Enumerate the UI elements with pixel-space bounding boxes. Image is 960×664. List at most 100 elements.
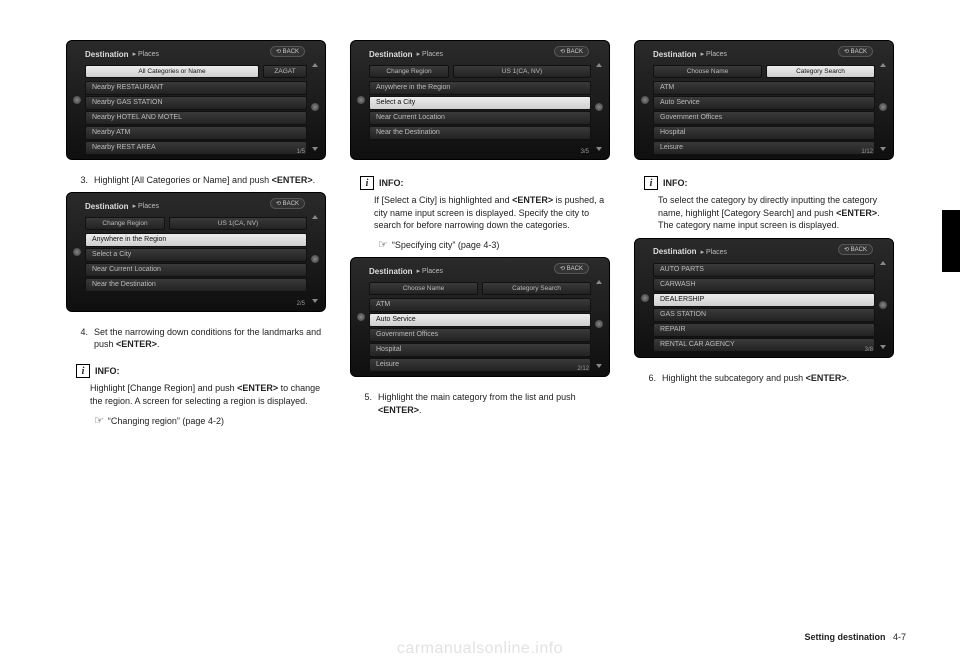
back-button: ⟲ BACK xyxy=(270,46,305,57)
text: . xyxy=(313,175,316,185)
nav-pill: Choose Name xyxy=(653,65,762,78)
nav-list: ATM Auto Service Government Offices Hosp… xyxy=(653,81,875,155)
key-label: <ENTER> xyxy=(806,373,847,383)
nav-subtitle: ▸ Places xyxy=(701,50,727,58)
nav-subtitle: ▸ Places xyxy=(701,248,727,256)
nav-pill: ZAGAT xyxy=(263,65,307,78)
step-number: 5. xyxy=(360,391,372,415)
list-item: Government Offices xyxy=(653,111,875,125)
page-footer: Setting destination 4-7 xyxy=(804,632,906,642)
watermark: carmanualsonline.info xyxy=(397,640,563,658)
nav-title: Destination xyxy=(85,202,129,211)
nav-list: ATM Auto Service Government Offices Hosp… xyxy=(369,298,591,372)
key-label: <ENTER> xyxy=(836,208,877,218)
xref: ☞ “Specifying city” (page 4-3) xyxy=(378,240,610,252)
pager-label: 3/8 xyxy=(865,347,873,353)
list-item: Nearby GAS STATION xyxy=(85,96,307,110)
pager-label: 2/5 xyxy=(297,301,305,307)
info-icon: i xyxy=(360,176,374,190)
list-item: Auto Service xyxy=(653,96,875,110)
back-button: ⟲ BACK xyxy=(838,244,873,255)
list-item: Leisure xyxy=(653,141,875,155)
column-1: Destination ▸ Places ⟲ BACK All Categori… xyxy=(66,40,326,433)
key-label: <ENTER> xyxy=(272,175,313,185)
step-4: 4. Set the narrowing down conditions for… xyxy=(76,326,326,350)
back-button: ⟲ BACK xyxy=(270,198,305,209)
text: If [Select a City] is highlighted and xyxy=(374,195,512,205)
knob-left-icon xyxy=(73,96,81,104)
list-item: Hospital xyxy=(653,126,875,140)
list-item: Auto Service xyxy=(369,313,591,327)
xref-text: “Specifying city” (page 4-3) xyxy=(392,240,500,252)
scroll-knob-icon xyxy=(595,63,603,151)
knob-left-icon xyxy=(73,248,81,256)
pager-label: 3/5 xyxy=(581,149,589,155)
nav-pill: Category Search xyxy=(482,282,591,295)
list-item: Nearby HOTEL AND MOTEL xyxy=(85,111,307,125)
text: Highlight [All Categories or Name] and p… xyxy=(94,175,272,185)
scroll-knob-icon xyxy=(311,215,319,303)
nav-subtitle: ▸ Places xyxy=(133,50,159,58)
scroll-knob-icon xyxy=(879,63,887,151)
nav-screenshot-c: Destination ▸ Places ⟲ BACK Change Regio… xyxy=(350,40,610,160)
list-item: Near the Destination xyxy=(85,278,307,292)
list-item: REPAIR xyxy=(653,323,875,337)
footer-page: 4-7 xyxy=(893,632,906,642)
info-heading: i INFO: xyxy=(76,364,326,378)
nav-screenshot-e: Destination ▸ Places ⟲ BACK Choose Name … xyxy=(634,40,894,160)
back-button: ⟲ BACK xyxy=(554,263,589,274)
list-item: Nearby REST AREA xyxy=(85,141,307,155)
key-label: <ENTER> xyxy=(116,339,157,349)
step-number: 3. xyxy=(76,174,88,186)
step-text: Highlight the subcategory and push <ENTE… xyxy=(662,372,894,384)
info-icon: i xyxy=(644,176,658,190)
nav-screenshot-b: Destination ▸ Places ⟲ BACK Change Regio… xyxy=(66,192,326,312)
nav-top-row: Change Region US 1(CA, NV) xyxy=(85,217,307,230)
knob-left-icon xyxy=(357,313,365,321)
page-columns: Destination ▸ Places ⟲ BACK All Categori… xyxy=(40,40,920,433)
footer-section: Setting destination xyxy=(804,632,885,642)
list-item: Select a City xyxy=(85,248,307,262)
info-label: INFO: xyxy=(95,366,120,376)
pager-label: 1/5 xyxy=(297,149,305,155)
knob-left-icon xyxy=(641,96,649,104)
nav-list: Anywhere in the Region Select a City Nea… xyxy=(85,233,307,292)
info-label: INFO: xyxy=(663,178,688,188)
list-item: CARWASH xyxy=(653,278,875,292)
list-item: DEALERSHIP xyxy=(653,293,875,307)
text: . xyxy=(157,339,160,349)
back-button: ⟲ BACK xyxy=(554,46,589,57)
xref-icon: ☞ xyxy=(378,240,388,251)
nav-subtitle: ▸ Places xyxy=(133,202,159,210)
text: Highlight the subcategory and push xyxy=(662,373,806,383)
info-body: To select the category by directly input… xyxy=(658,194,894,232)
step-6: 6. Highlight the subcategory and push <E… xyxy=(644,372,894,384)
list-item: Near Current Location xyxy=(369,111,591,125)
knob-left-icon xyxy=(357,96,365,104)
text: Highlight [Change Region] and push xyxy=(90,383,237,393)
xref-icon: ☞ xyxy=(94,416,104,427)
list-item: ATM xyxy=(369,298,591,312)
pager-label: 2/12 xyxy=(577,366,589,372)
nav-pill: Choose Name xyxy=(369,282,478,295)
nav-pill: All Categories or Name xyxy=(85,65,259,78)
nav-pill: US 1(CA, NV) xyxy=(453,65,591,78)
nav-list: Anywhere in the Region Select a City Nea… xyxy=(369,81,591,140)
nav-title: Destination xyxy=(653,50,697,59)
column-2: Destination ▸ Places ⟲ BACK Change Regio… xyxy=(350,40,610,433)
scroll-knob-icon xyxy=(595,280,603,368)
info-label: INFO: xyxy=(379,178,404,188)
step-number: 6. xyxy=(644,372,656,384)
list-item: Government Offices xyxy=(369,328,591,342)
key-label: <ENTER> xyxy=(237,383,278,393)
list-item: Select a City xyxy=(369,96,591,110)
list-item: ATM xyxy=(653,81,875,95)
nav-list: Nearby RESTAURANT Nearby GAS STATION Nea… xyxy=(85,81,307,155)
nav-title: Destination xyxy=(85,50,129,59)
nav-screenshot-a: Destination ▸ Places ⟲ BACK All Categori… xyxy=(66,40,326,160)
key-label: <ENTER> xyxy=(378,405,419,415)
step-number: 4. xyxy=(76,326,88,350)
list-item: RENTAL CAR AGENCY xyxy=(653,338,875,352)
back-button: ⟲ BACK xyxy=(838,46,873,57)
info-heading: i INFO: xyxy=(360,176,610,190)
